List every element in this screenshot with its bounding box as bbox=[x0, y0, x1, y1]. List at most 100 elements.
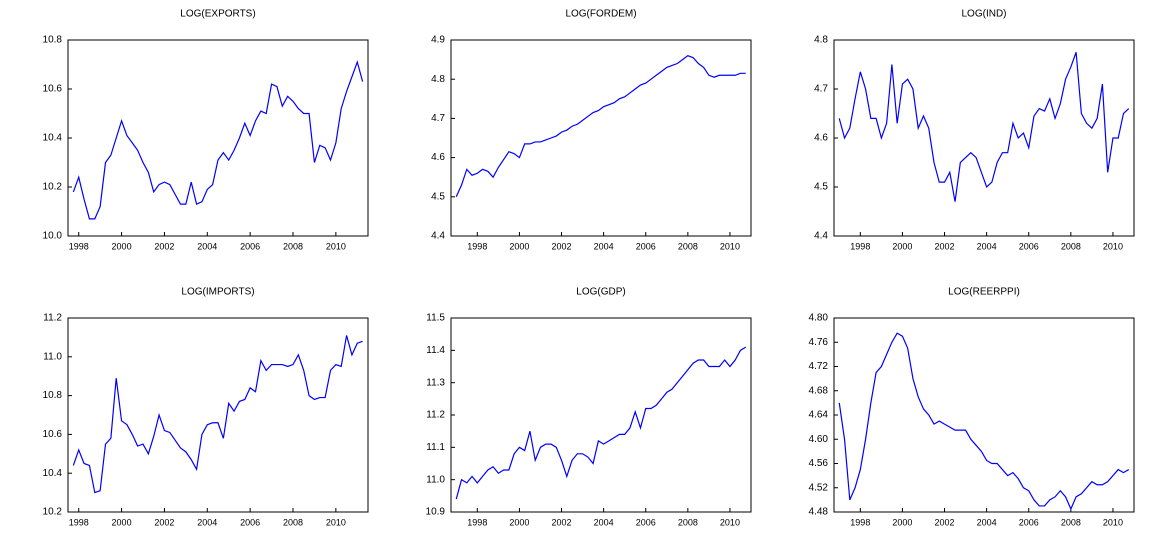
x-tick-label: 2008 bbox=[1061, 517, 1081, 527]
chart-title: LOG(EXPORTS) bbox=[180, 9, 255, 20]
x-tick-label: 2000 bbox=[112, 241, 132, 251]
y-tick-label: 4.68 bbox=[809, 385, 829, 396]
y-tick-label: 4.8 bbox=[814, 35, 828, 46]
x-tick-label: 2006 bbox=[240, 241, 260, 251]
chart-title: LOG(GDP) bbox=[576, 287, 625, 298]
y-tick-label: 11.1 bbox=[426, 442, 445, 453]
plot-frame bbox=[450, 317, 752, 513]
y-tick-label: 4.5 bbox=[814, 182, 828, 193]
chart-title: LOG(FORDEM) bbox=[565, 9, 636, 20]
chart-title: LOG(IND) bbox=[962, 9, 1007, 20]
y-tick-label: 4.76 bbox=[809, 337, 829, 348]
y-tick-label: 4.72 bbox=[809, 361, 829, 372]
y-tick-label: 4.6 bbox=[431, 152, 445, 163]
x-tick-label: 2006 bbox=[636, 241, 656, 251]
x-tick-label: 2010 bbox=[720, 241, 740, 251]
y-tick-label: 4.48 bbox=[809, 507, 829, 518]
x-tick-label: 2006 bbox=[1019, 517, 1039, 527]
x-tick-label: 1998 bbox=[69, 241, 89, 251]
x-tick-label: 2004 bbox=[197, 517, 217, 527]
y-tick-label: 4.7 bbox=[814, 84, 828, 95]
y-tick-label: 4.7 bbox=[431, 113, 445, 124]
y-tick-label: 10.6 bbox=[43, 84, 63, 95]
y-tick-label: 4.4 bbox=[814, 231, 828, 242]
data-line bbox=[838, 332, 1130, 511]
x-tick-label: 2006 bbox=[636, 517, 656, 527]
x-tick-label: 2010 bbox=[326, 517, 346, 527]
x-tick-label: 2004 bbox=[977, 241, 997, 251]
x-tick-label: 2004 bbox=[594, 241, 614, 251]
chart-title: LOG(REERPPI) bbox=[948, 287, 1020, 298]
x-tick-label: 2010 bbox=[720, 517, 740, 527]
x-tick-label: 2008 bbox=[283, 241, 303, 251]
x-tick-label: 2002 bbox=[935, 241, 955, 251]
y-tick-label: 4.80 bbox=[809, 313, 829, 324]
x-tick-label: 2000 bbox=[509, 241, 529, 251]
plot-frame bbox=[67, 39, 369, 237]
x-tick-label: 2010 bbox=[1103, 241, 1123, 251]
x-tick-label: 2004 bbox=[594, 517, 614, 527]
y-tick-label: 4.56 bbox=[809, 458, 829, 469]
y-tick-label: 11.0 bbox=[43, 351, 62, 362]
x-tick-label: 2000 bbox=[892, 241, 912, 251]
y-tick-label: 11.0 bbox=[426, 474, 445, 485]
y-tick-label: 4.9 bbox=[431, 35, 445, 46]
x-tick-label: 2006 bbox=[1019, 241, 1039, 251]
x-tick-label: 2010 bbox=[1103, 517, 1123, 527]
x-tick-label: 2008 bbox=[283, 517, 303, 527]
y-tick-label: 4.64 bbox=[809, 410, 829, 421]
x-tick-label: 1998 bbox=[850, 517, 870, 527]
x-tick-label: 2008 bbox=[678, 517, 698, 527]
y-tick-label: 4.8 bbox=[431, 74, 445, 85]
x-tick-label: 2006 bbox=[240, 517, 260, 527]
x-tick-label: 2002 bbox=[552, 517, 572, 527]
x-tick-label: 1998 bbox=[69, 517, 89, 527]
x-tick-label: 2004 bbox=[977, 517, 997, 527]
chart-title: LOG(IMPORTS) bbox=[181, 287, 254, 298]
data-line bbox=[455, 55, 746, 198]
plot-frame bbox=[833, 317, 1135, 513]
plot-frame bbox=[833, 39, 1135, 237]
x-tick-label: 2000 bbox=[892, 517, 912, 527]
y-tick-label: 11.5 bbox=[426, 313, 445, 324]
y-tick-label: 10.8 bbox=[43, 390, 63, 401]
x-tick-label: 2008 bbox=[678, 241, 698, 251]
x-tick-label: 2002 bbox=[552, 241, 572, 251]
x-tick-label: 2008 bbox=[1061, 241, 1081, 251]
y-tick-label: 10.0 bbox=[43, 231, 63, 242]
data-line bbox=[455, 346, 747, 500]
x-tick-label: 2000 bbox=[509, 517, 529, 527]
y-tick-label: 4.5 bbox=[431, 191, 445, 202]
y-tick-label: 10.8 bbox=[43, 35, 63, 46]
y-tick-label: 10.4 bbox=[43, 468, 63, 479]
x-tick-label: 2000 bbox=[112, 517, 132, 527]
data-line bbox=[72, 60, 364, 220]
y-tick-label: 4.6 bbox=[814, 133, 828, 144]
x-tick-label: 1998 bbox=[467, 517, 487, 527]
x-tick-label: 1998 bbox=[467, 241, 487, 251]
y-tick-label: 10.4 bbox=[43, 133, 63, 144]
y-tick-label: 11.3 bbox=[426, 377, 445, 388]
x-tick-label: 2002 bbox=[154, 241, 174, 251]
y-tick-label: 4.60 bbox=[809, 434, 829, 445]
y-tick-label: 4.4 bbox=[431, 231, 445, 242]
y-tick-label: 10.9 bbox=[426, 507, 446, 518]
y-tick-label: 4.52 bbox=[809, 482, 829, 493]
y-tick-label: 10.2 bbox=[43, 507, 63, 518]
y-tick-label: 11.2 bbox=[43, 313, 62, 324]
y-tick-label: 10.2 bbox=[43, 182, 63, 193]
x-tick-label: 2002 bbox=[154, 517, 174, 527]
data-line bbox=[72, 335, 363, 494]
y-tick-label: 10.6 bbox=[43, 429, 63, 440]
y-tick-label: 11.4 bbox=[426, 345, 445, 356]
x-tick-label: 2002 bbox=[935, 517, 955, 527]
data-line bbox=[838, 52, 1130, 202]
x-tick-label: 2010 bbox=[326, 241, 346, 251]
x-tick-label: 2004 bbox=[197, 241, 217, 251]
y-tick-label: 11.2 bbox=[426, 410, 445, 421]
plot-frame bbox=[67, 317, 369, 513]
plot-frame bbox=[450, 39, 752, 237]
x-tick-label: 1998 bbox=[850, 241, 870, 251]
